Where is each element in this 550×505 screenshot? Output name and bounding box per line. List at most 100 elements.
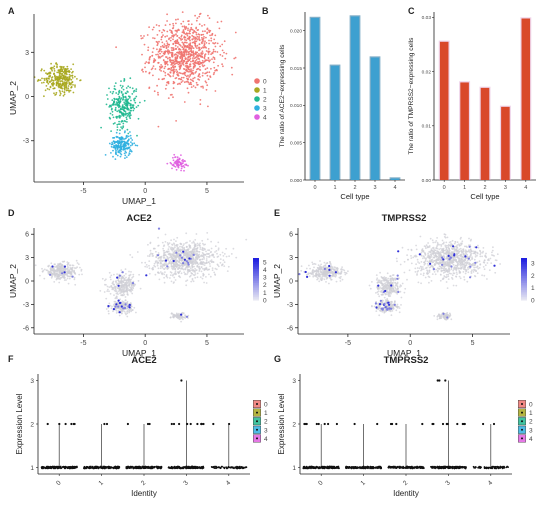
cell-point-cluster-0 <box>198 58 201 60</box>
cell-point-cluster-2 <box>115 92 118 94</box>
cell-point-cluster-2 <box>124 96 127 99</box>
cell-point-cluster-1 <box>311 261 314 264</box>
cell-point-cluster-0 <box>186 241 188 244</box>
cell-point-cluster-0 <box>189 55 192 57</box>
cell-point-cluster-2 <box>124 268 127 270</box>
cell-point-cluster-2 <box>122 98 125 100</box>
cell-point-cluster-0 <box>159 259 162 261</box>
cell-point-cluster-0 <box>191 46 193 49</box>
cell-point-cluster-0 <box>200 266 203 268</box>
cell-point-cluster-2 <box>135 88 138 90</box>
cell-point-cluster-0 <box>201 61 204 64</box>
cell-point-cluster-2 <box>124 296 127 298</box>
cell-point-cluster-0 <box>143 43 146 46</box>
cell-point-cluster-0 <box>184 57 187 59</box>
cell-point-cluster-0 <box>198 15 201 18</box>
cell-point-cluster-0 <box>419 265 422 268</box>
cell-point-cluster-1 <box>69 75 72 77</box>
cell-point-cluster-2 <box>128 95 131 98</box>
cell-point-cluster-0 <box>180 61 183 63</box>
cell-point-cluster-1 <box>43 79 46 81</box>
cell-point-cluster-2 <box>100 126 102 129</box>
cell-point-cluster-0 <box>224 57 227 60</box>
cell-point-cluster-0 <box>192 57 194 59</box>
expressing-cell-point <box>157 227 161 230</box>
cell-point-cluster-0 <box>210 240 213 243</box>
cell-point-cluster-0 <box>442 250 444 252</box>
cell-point-cluster-0 <box>477 246 480 249</box>
cell-point-cluster-1 <box>57 273 60 276</box>
cell-point-cluster-2 <box>122 122 125 125</box>
cell-point-cluster-2 <box>120 111 123 114</box>
cell-point-cluster-0 <box>197 266 200 269</box>
cell-point-cluster-0 <box>438 248 441 251</box>
cell-point-cluster-0 <box>208 261 210 264</box>
cell-point-cluster-0 <box>201 25 203 27</box>
cell-point-cluster-3 <box>112 146 115 149</box>
cell-point-cluster-0 <box>427 254 429 256</box>
cell-point-cluster-1 <box>69 264 71 266</box>
cell-point-cluster-0 <box>203 60 206 63</box>
cell-point-cluster-0 <box>189 253 192 256</box>
cell-point-cluster-2 <box>127 101 129 104</box>
cell-point-cluster-2 <box>111 92 114 95</box>
cell-point-cluster-1 <box>39 274 41 277</box>
cell-point-cluster-0 <box>463 276 465 278</box>
cell-point-cluster-0 <box>203 36 205 38</box>
y-tick-label: 0.005 <box>290 140 302 146</box>
cell-point-cluster-0 <box>182 44 185 46</box>
expressing-cell-point <box>156 254 160 257</box>
cell-point-cluster-3 <box>130 310 133 313</box>
cell-point-cluster-0 <box>439 253 442 256</box>
cell-point-cluster-2 <box>110 105 112 108</box>
cell-point-cluster-4 <box>183 169 185 172</box>
cell-point-cluster-1 <box>79 79 82 81</box>
cell-point-cluster-0 <box>210 261 213 263</box>
cell-point-cluster-0 <box>479 255 482 258</box>
cell-point-cluster-2 <box>112 116 115 119</box>
cell-point-cluster-0 <box>198 60 201 63</box>
cell-point-cluster-3 <box>114 158 117 161</box>
cell-point-cluster-1 <box>65 87 68 89</box>
cell-point-cluster-2 <box>125 285 128 288</box>
cell-point-cluster-1 <box>74 84 76 87</box>
cell-point-cluster-2 <box>122 113 124 116</box>
cell-point-cluster-0 <box>185 32 188 35</box>
cell-point-cluster-1 <box>317 264 320 267</box>
cell-point-cluster-3 <box>114 152 117 155</box>
cell-point-cluster-0 <box>217 64 220 67</box>
cell-point-cluster-0 <box>452 269 455 272</box>
cell-point-cluster-0 <box>205 262 208 264</box>
cell-point-cluster-1 <box>72 84 74 86</box>
cell-point-cluster-1 <box>48 264 50 267</box>
expressing-cell-point <box>112 308 115 311</box>
cell-point-cluster-0 <box>175 244 178 247</box>
cell-point-cluster-0 <box>444 276 446 278</box>
cell-point-cluster-0 <box>222 255 225 257</box>
cell-point-cluster-1 <box>342 268 344 271</box>
cell-point-cluster-0 <box>192 240 195 243</box>
cell-point-cluster-2 <box>120 87 123 89</box>
expressing-cell-point <box>107 305 110 308</box>
cell-point-cluster-0 <box>153 37 156 40</box>
cell-point-cluster-0 <box>208 273 210 276</box>
panel-title: ACE2 <box>126 213 151 224</box>
cell-point-cluster-1 <box>63 82 66 85</box>
cell-point-cluster-1 <box>46 81 49 84</box>
cell-point-cluster-2 <box>123 288 125 290</box>
cell-point-cluster-2 <box>120 291 122 294</box>
cell-point-cluster-0 <box>410 262 413 265</box>
cell-point-cluster-1 <box>66 277 69 280</box>
cell-point-cluster-0 <box>186 273 188 276</box>
cell-point-cluster-0 <box>189 39 191 42</box>
cell-point-cluster-0 <box>176 46 179 48</box>
cell-point-cluster-0 <box>165 56 167 58</box>
cell-point-cluster-0 <box>171 249 174 252</box>
cell-point-cluster-3 <box>124 157 126 160</box>
cell-point-cluster-1 <box>74 86 76 88</box>
cell-point-cluster-0 <box>174 44 177 47</box>
cell-point-cluster-0 <box>463 278 466 281</box>
cell-point-cluster-2 <box>110 274 113 277</box>
cell-point-cluster-0 <box>197 63 200 66</box>
